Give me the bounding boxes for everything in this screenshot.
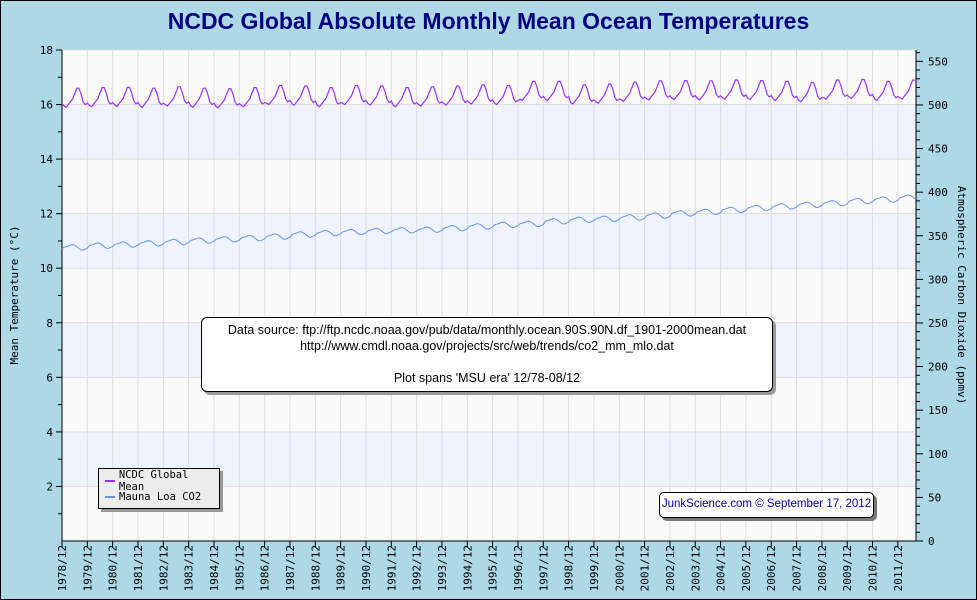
left-tick-label: 6: [46, 371, 53, 384]
series-line-temp: [61, 78, 915, 109]
right-tick-label: 150: [928, 404, 948, 417]
x-tick-label: 2000/12: [613, 545, 626, 591]
x-tick-label: 1983/12: [183, 545, 196, 591]
x-tick-label: 1982/12: [157, 545, 170, 591]
x-tick-label: 1994/12: [461, 545, 474, 591]
x-tick-label: 2005/12: [740, 545, 753, 591]
x-tick-label: 2003/12: [689, 545, 702, 591]
x-tick-label: 2007/12: [791, 545, 804, 591]
left-tick-label: 14: [40, 153, 54, 166]
x-tick-label: 2001/12: [639, 545, 652, 591]
x-tick-label: 2008/12: [816, 545, 829, 591]
x-tick-label: 1984/12: [208, 545, 221, 591]
left-tick-label: 16: [40, 99, 53, 112]
x-tick-label: 1995/12: [487, 545, 500, 591]
x-tick-label: 1998/12: [563, 545, 576, 591]
credit-box: JunkScience.com © September 17, 2012: [659, 492, 874, 518]
right-tick-label: 500: [928, 99, 948, 112]
left-tick-label: 2: [46, 480, 53, 493]
left-tick-label: 8: [46, 317, 53, 330]
chart-title: NCDC Global Absolute Monthly Mean Ocean …: [167, 8, 810, 34]
left-tick-label: 4: [46, 426, 53, 439]
x-tick-label: 1978/12: [56, 545, 69, 591]
right-tick-label: 200: [928, 361, 948, 374]
x-tick-label: 2006/12: [765, 545, 778, 591]
source-line-2: http://www.cmdl.noaa.gov/projects/src/we…: [300, 339, 674, 353]
legend-label-temp: NCDC Global Mean: [118, 469, 189, 493]
source-line-1: Data source: ftp://ftp.ncdc.noaa.gov/pub…: [227, 323, 747, 337]
x-tick-label: 2009/12: [841, 545, 854, 591]
right-tick-label: 400: [928, 186, 948, 199]
x-tick-label: 1985/12: [233, 545, 246, 591]
right-tick-label: 550: [928, 55, 948, 68]
span-note: Plot spans 'MSU era' 12/78-08/12: [393, 371, 581, 385]
x-tick-label: 1992/12: [411, 545, 424, 591]
left-tick-label: 12: [40, 208, 53, 221]
x-tick-label: 1987/12: [284, 545, 297, 591]
x-tick-label: 1989/12: [335, 545, 348, 591]
x-tick-label: 1996/12: [512, 545, 525, 591]
x-tick-label: 2004/12: [715, 545, 728, 591]
legend-swatch-temp: [105, 480, 115, 482]
y-axis-label: Mean Temperature (°C): [8, 225, 21, 364]
x-tick-label: 1999/12: [588, 545, 601, 591]
data-source-note: Data source: ftp://ftp.ncdc.noaa.gov/pub…: [201, 317, 773, 392]
legend-swatch-co2: [105, 496, 115, 498]
x-tick-label: 1990/12: [360, 545, 373, 591]
right-tick-label: 300: [928, 273, 948, 286]
x-tick-label: 1993/12: [436, 545, 449, 591]
right-tick-label: 450: [928, 143, 948, 156]
right-tick-label: 100: [928, 448, 948, 461]
y2-axis-label: Atmospheric Carbon Dioxide (ppmv): [955, 186, 968, 405]
right-tick-label: 0: [928, 535, 935, 548]
right-tick-label: 350: [928, 230, 948, 243]
legend-item-co2: Mauna Loa CO2: [105, 489, 219, 505]
x-tick-label: 2010/12: [867, 545, 880, 591]
x-tick-label: 2002/12: [664, 545, 677, 591]
x-tick-label: 1997/12: [537, 545, 550, 591]
series-line-co2: [61, 194, 916, 251]
x-tick-label: 1991/12: [385, 545, 398, 591]
legend: NCDC Global Mean Mauna Loa CO2: [98, 468, 220, 509]
x-tick-label: 2011/12: [892, 545, 905, 591]
x-tick-label: 1988/12: [309, 545, 322, 591]
left-tick-label: 18: [40, 44, 53, 57]
x-tick-label: 1981/12: [132, 545, 145, 591]
legend-label-co2: Mauna Loa CO2: [119, 491, 202, 503]
legend-item-temp: NCDC Global Mean: [105, 469, 219, 493]
right-tick-label: 50: [928, 491, 941, 504]
grid-band: [62, 104, 916, 160]
left-tick-label: 10: [40, 262, 53, 275]
x-tick-label: 1980/12: [107, 545, 120, 591]
right-tick-label: 250: [928, 317, 948, 330]
x-tick-label: 1979/12: [81, 545, 94, 591]
x-tick-label: 1986/12: [259, 545, 272, 591]
